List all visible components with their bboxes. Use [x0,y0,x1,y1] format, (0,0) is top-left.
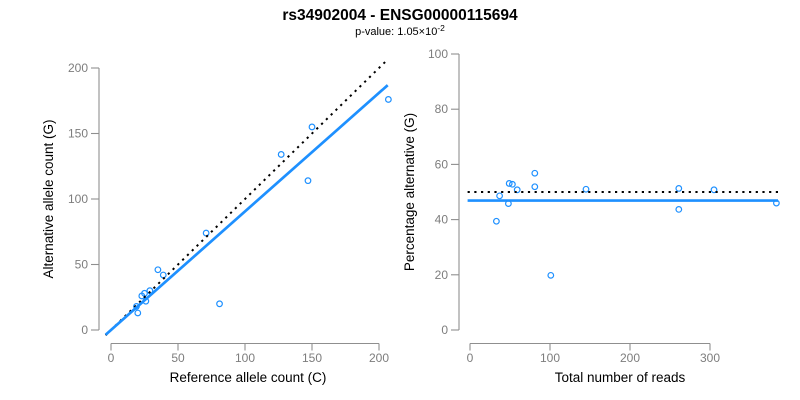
data-point [216,300,223,308]
regression-line [104,84,389,336]
y-tick-label: 50 [75,258,89,272]
y-tick-label: 150 [68,127,88,141]
y-tick-label: 40 [435,213,449,227]
data-point [304,177,312,185]
data-point [493,217,500,225]
data-point [159,271,167,279]
x-tick-label: 200 [620,351,640,365]
y-tick-label: 100 [428,47,448,61]
figure-title: rs34902004 - ENSG00000115694 [282,7,518,24]
x-tick-label: 200 [369,351,389,365]
data-point [582,185,590,193]
data-point [513,186,521,194]
left-x-axis-title: Reference allele count (C) [170,370,327,385]
y-tick-label: 200 [68,61,88,75]
data-point [509,180,516,188]
data-point [531,183,539,191]
x-tick-label: 100 [235,351,255,365]
figure-subtitle: p-value: 1.05×10-2 [355,23,445,38]
right-y-axis-title: Percentage alternative (G) [402,113,417,271]
data-point [202,229,210,237]
right-x-axis-title: Total number of reads [555,370,686,385]
y-tick-label: 0 [441,323,448,337]
y-tick-label: 100 [68,192,88,206]
data-point [675,205,683,213]
data-point [384,96,392,103]
data-point [710,186,718,194]
data-point [531,169,539,177]
x-tick-label: 50 [171,351,185,365]
right-plot: 0 20 40 60 80 100 0 100 200 300 [428,47,780,365]
data-point [496,192,504,200]
identity-line [104,59,388,336]
data-point [505,180,513,187]
y-tick-label: 0 [81,323,88,337]
y-tick-label: 60 [435,157,449,171]
data-point [675,185,683,192]
x-tick-label: 300 [700,351,720,365]
y-tick-label: 20 [435,268,449,282]
x-tick-label: 0 [108,351,115,365]
x-tick-label: 100 [540,351,560,365]
data-point [134,309,142,317]
x-tick-label: 0 [467,351,474,365]
data-point [146,287,154,295]
left-y-axis-title: Alternative allele count (G) [41,119,56,278]
x-tick-label: 150 [302,351,322,365]
data-point [154,266,162,274]
data-point [308,123,316,131]
pvalue-exponent: -2 [437,23,445,33]
y-tick-label: 80 [435,102,449,116]
data-point [547,271,555,279]
data-point [277,151,285,158]
left-plot: 0 50 100 150 200 0 50 100 150 200 [68,59,392,365]
pvalue-text: p-value: 1.05×10 [355,26,437,38]
